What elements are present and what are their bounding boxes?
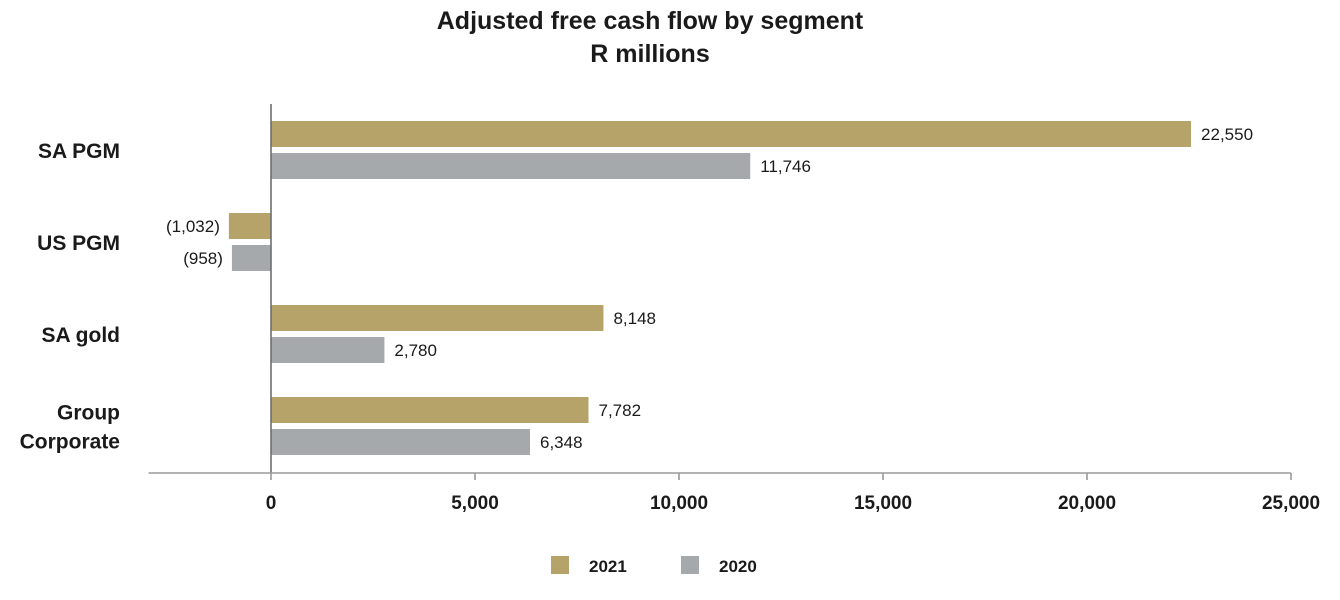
- category-label: Group: [57, 402, 120, 425]
- bar-2021: [228, 213, 271, 239]
- x-tick-label: 10,000: [650, 493, 708, 514]
- legend-swatch-2020: [681, 556, 699, 574]
- bar-2021: [271, 121, 1192, 147]
- bar-2020: [271, 153, 751, 179]
- data-label: 7,782: [599, 401, 642, 420]
- category-label: SA gold: [41, 324, 120, 347]
- bar-2020: [231, 245, 271, 271]
- chart-subtitle: R millions: [590, 40, 709, 68]
- chart-title: Adjusted free cash flow by segment: [437, 7, 864, 35]
- x-tick-label: 0: [266, 493, 277, 514]
- bar-2020: [271, 429, 530, 455]
- bar-2021: [271, 305, 604, 331]
- legend-swatch-2021: [551, 556, 569, 574]
- category-label: Corporate: [20, 431, 120, 454]
- bar-2020: [271, 337, 385, 363]
- x-tick-label: 5,000: [451, 493, 499, 514]
- x-tick-label: 15,000: [854, 493, 912, 514]
- data-label: 2,780: [394, 341, 437, 360]
- data-label: 8,148: [613, 309, 656, 328]
- legend-label-2020: 2020: [719, 557, 757, 576]
- legend-label-2021: 2021: [589, 557, 627, 576]
- data-label: (1,032): [166, 217, 220, 236]
- data-label: 11,746: [760, 157, 811, 176]
- x-tick-label: 20,000: [1058, 493, 1116, 514]
- bar-2021: [271, 397, 589, 423]
- category-label: SA PGM: [38, 140, 120, 163]
- data-label: (958): [183, 249, 223, 268]
- x-tick-label: 25,000: [1262, 493, 1320, 514]
- category-label: US PGM: [37, 232, 120, 255]
- data-label: 6,348: [540, 433, 583, 452]
- data-label: 22,550: [1201, 125, 1253, 144]
